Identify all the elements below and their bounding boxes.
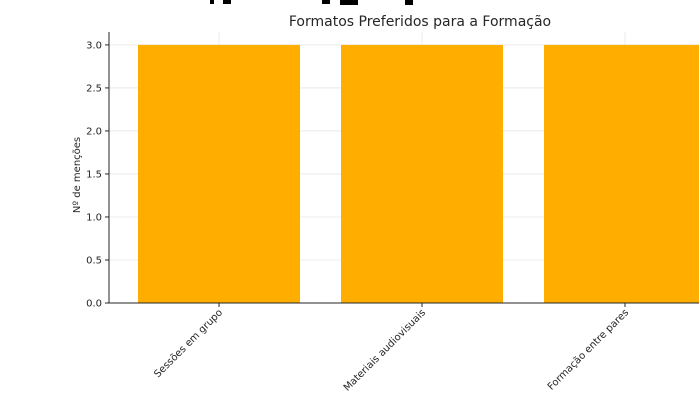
x-tick-label: Sessões em grupo [152, 307, 225, 380]
y-tick-label: 2.0 [86, 126, 102, 137]
y-axis-ticks: 0.0 0.5 1.0 1.5 2.0 2.5 3.0 [86, 40, 109, 310]
y-tick-label: 2.5 [86, 83, 102, 94]
y-tick-label: 3.0 [86, 40, 102, 51]
top-edge-fragment [210, 0, 413, 5]
chart-title: Formatos Preferidos para a Formação [289, 14, 551, 30]
y-tick-label: 0.0 [86, 299, 102, 310]
bar [341, 44, 503, 304]
x-tick-label: Formação entre pares [546, 307, 631, 392]
x-tick-label: Materiais audiovisuais [342, 307, 428, 393]
bar [544, 44, 699, 304]
y-tick-label: 1.5 [86, 169, 102, 180]
axes [108, 32, 699, 304]
y-axis-label: Nº de menções [72, 137, 83, 213]
bars [138, 44, 699, 304]
bar [138, 44, 300, 304]
y-tick-label: 0.5 [86, 255, 102, 266]
y-tick-label: 1.0 [86, 212, 102, 223]
x-axis-ticks: Sessões em grupo Materiais audiovisuais Fo… [152, 303, 631, 394]
